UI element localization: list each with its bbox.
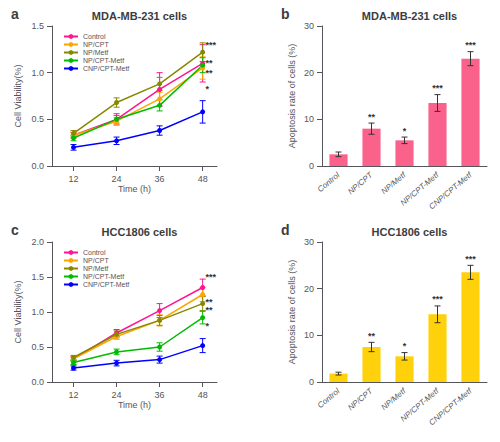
svg-text:NP/CPT-Metf: NP/CPT-Metf <box>83 57 124 64</box>
svg-text:0.5: 0.5 <box>31 342 44 352</box>
svg-text:***: *** <box>465 254 476 264</box>
svg-text:NP/CPT-Metf: NP/CPT-Metf <box>398 170 441 208</box>
svg-text:Time (h): Time (h) <box>118 184 151 194</box>
svg-text:36: 36 <box>155 390 165 400</box>
svg-text:CNP/CPT-Metf: CNP/CPT-Metf <box>427 386 474 427</box>
svg-text:HCC1806 cells: HCC1806 cells <box>102 226 178 238</box>
svg-text:HCC1806 cells: HCC1806 cells <box>372 226 448 238</box>
svg-text:**: ** <box>368 331 376 341</box>
svg-text:**: ** <box>368 112 376 122</box>
svg-text:10: 10 <box>304 114 314 124</box>
svg-text:Control: Control <box>316 170 342 194</box>
svg-text:10: 10 <box>304 330 314 340</box>
svg-text:a: a <box>11 6 19 22</box>
svg-text:MDA-MB-231 cells: MDA-MB-231 cells <box>362 10 457 22</box>
svg-text:2.0: 2.0 <box>31 237 44 247</box>
svg-text:NP/CPT-Metf: NP/CPT-Metf <box>83 273 124 280</box>
svg-text:NP/CPT: NP/CPT <box>83 41 109 48</box>
svg-text:NP/Metf: NP/Metf <box>379 386 408 412</box>
svg-text:***: *** <box>206 40 217 50</box>
svg-text:b: b <box>281 6 290 22</box>
svg-text:48: 48 <box>198 174 208 184</box>
svg-text:Apoptosis rate of cells (%): Apoptosis rate of cells (%) <box>287 260 297 365</box>
svg-text:30: 30 <box>304 237 314 247</box>
svg-text:***: *** <box>206 272 217 282</box>
svg-text:0: 0 <box>309 377 314 387</box>
svg-text:*: * <box>206 321 210 331</box>
svg-text:0.5: 0.5 <box>31 114 44 124</box>
svg-text:Control: Control <box>316 386 342 410</box>
svg-text:NP/CPT-Metf: NP/CPT-Metf <box>398 386 441 424</box>
svg-text:MDA-MB-231 cells: MDA-MB-231 cells <box>92 10 187 22</box>
svg-text:NP/Metf: NP/Metf <box>83 265 108 272</box>
svg-text:**: ** <box>206 68 214 78</box>
svg-text:0.0: 0.0 <box>31 377 44 387</box>
svg-text:Control: Control <box>83 249 106 256</box>
svg-text:1.5: 1.5 <box>31 21 44 31</box>
svg-text:20: 20 <box>304 68 314 78</box>
svg-text:CNP/CPT-Metf: CNP/CPT-Metf <box>83 281 129 288</box>
svg-text:c: c <box>11 222 19 238</box>
svg-text:20: 20 <box>304 284 314 294</box>
svg-text:NP/Metf: NP/Metf <box>83 49 108 56</box>
svg-text:Cell Viability(%): Cell Viability(%) <box>13 65 23 128</box>
svg-text:Apoptosis rate of cells (%): Apoptosis rate of cells (%) <box>287 44 297 149</box>
svg-text:**: ** <box>206 305 214 315</box>
svg-text:CNP/CPT-Metf: CNP/CPT-Metf <box>83 65 129 72</box>
svg-text:***: *** <box>432 83 443 93</box>
svg-text:1.0: 1.0 <box>31 307 44 317</box>
svg-text:NP/CPT: NP/CPT <box>346 386 375 412</box>
svg-text:0.0: 0.0 <box>31 161 44 171</box>
svg-text:1.0: 1.0 <box>31 68 44 78</box>
svg-text:12: 12 <box>69 390 79 400</box>
svg-text:24: 24 <box>112 174 122 184</box>
svg-text:*: * <box>403 126 407 136</box>
svg-text:Control: Control <box>83 33 106 40</box>
svg-text:0: 0 <box>309 161 314 171</box>
svg-text:12: 12 <box>69 174 79 184</box>
svg-text:*: * <box>206 84 210 94</box>
svg-text:*: * <box>403 341 407 351</box>
svg-text:CNP/CPT-Metf: CNP/CPT-Metf <box>427 170 474 211</box>
svg-text:36: 36 <box>155 174 165 184</box>
svg-text:24: 24 <box>112 390 122 400</box>
svg-text:NP/CPT: NP/CPT <box>346 170 375 196</box>
svg-text:***: *** <box>432 294 443 304</box>
svg-text:Time (h): Time (h) <box>118 400 151 410</box>
svg-text:30: 30 <box>304 21 314 31</box>
svg-text:NP/Metf: NP/Metf <box>379 170 408 196</box>
svg-text:1.5: 1.5 <box>31 272 44 282</box>
svg-text:***: *** <box>465 40 476 50</box>
svg-text:d: d <box>281 222 290 238</box>
svg-text:48: 48 <box>198 390 208 400</box>
svg-text:NP/CPT: NP/CPT <box>83 257 109 264</box>
svg-text:Cell Viability(%): Cell Viability(%) <box>13 281 23 344</box>
